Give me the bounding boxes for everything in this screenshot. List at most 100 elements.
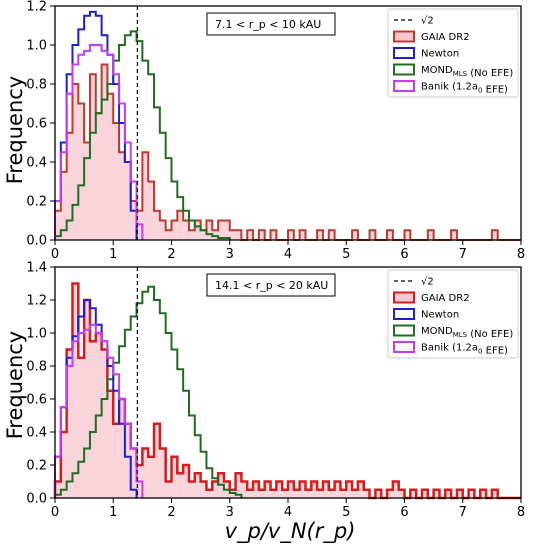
- histogram-bar: [55, 481, 61, 498]
- histogram-bar: [421, 489, 428, 498]
- histogram-bar: [293, 489, 300, 498]
- histogram-bar: [334, 481, 341, 498]
- histogram-bar: [154, 423, 160, 498]
- x-tick-label: 1: [109, 247, 117, 262]
- histogram-bar: [299, 481, 306, 498]
- histogram-bar: [340, 489, 347, 498]
- series-line-mond-mls-no-efe: [54, 30, 231, 240]
- legend-swatch: [393, 47, 415, 59]
- histogram-bar: [305, 489, 312, 498]
- x-tick-label: 3: [226, 505, 234, 520]
- legend-swatch: [393, 308, 415, 320]
- histogram-bar: [183, 220, 189, 240]
- histogram-bar: [241, 481, 248, 498]
- histogram-bar: [445, 489, 452, 498]
- y-tick-label: 0.2: [26, 459, 47, 474]
- histogram-bar: [288, 481, 294, 498]
- histogram-bar: [212, 481, 219, 498]
- histogram-bar: [480, 489, 487, 498]
- legend-swatch: [393, 341, 415, 353]
- histogram-bar: [218, 220, 224, 240]
- histogram-bar: [264, 481, 271, 498]
- histogram-bar: [72, 283, 79, 498]
- histogram-bar: [433, 489, 440, 498]
- histogram-bar: [188, 481, 195, 498]
- histogram-bar: [427, 230, 434, 240]
- y-tick-label: 0.0: [26, 234, 47, 249]
- histogram-bar: [113, 123, 120, 240]
- histogram-bar: [369, 230, 376, 240]
- histogram-bar: [322, 481, 329, 498]
- y-tick-label: 0.6: [26, 117, 47, 132]
- histogram-bar: [159, 448, 166, 498]
- histogram-bar: [72, 84, 79, 240]
- histogram-bar: [66, 132, 73, 240]
- histogram-bar: [142, 448, 149, 498]
- histogram-bar: [60, 432, 67, 498]
- histogram-bar: [317, 489, 323, 498]
- histogram-bar: [119, 399, 125, 498]
- series-line-mond-mls-no-efe: [54, 285, 243, 498]
- histogram-bar: [352, 230, 358, 240]
- y-tick-label: 0.6: [26, 393, 47, 408]
- histogram-bar: [206, 489, 213, 498]
- histogram-bar: [311, 481, 318, 498]
- legend-label: Newton: [421, 49, 459, 60]
- histogram-bar: [159, 220, 166, 240]
- histogram-bar: [282, 489, 288, 498]
- range-annotation-text: 14.1 < r_p < 20 kAU: [215, 279, 328, 292]
- histogram-bar: [223, 220, 230, 240]
- y-axis-label-top: Frequency: [3, 76, 27, 185]
- series-line-banik-1-2a-0-efe: [54, 323, 144, 498]
- y-axis-label-bottom: Frequency: [3, 331, 27, 440]
- legend-swatch: [393, 63, 415, 76]
- range-annotation-text: 7.1 < r_p < 10 kAU: [215, 18, 321, 31]
- histogram-bar: [200, 481, 207, 498]
- histogram-bar: [107, 390, 114, 498]
- histogram-bar: [183, 465, 189, 498]
- histogram-bar: [299, 230, 306, 240]
- y-tick-label: 1.0: [26, 327, 47, 342]
- x-axis-label: v_p/v_N(r_p): [225, 519, 356, 544]
- x-tick-label: 8: [517, 505, 525, 520]
- y-tick-label: 1.4: [26, 261, 47, 276]
- histogram-bar: [177, 210, 184, 240]
- histogram-bar: [84, 142, 90, 240]
- histogram-bar: [387, 230, 393, 240]
- histogram-bar: [456, 489, 463, 498]
- histogram-bar: [124, 162, 131, 240]
- x-tick-label: 0: [51, 247, 59, 262]
- histogram-bar: [130, 201, 137, 240]
- histogram-bar: [468, 489, 475, 498]
- histogram-bar: [276, 481, 283, 498]
- y-tick-label: 0.4: [26, 426, 47, 441]
- histogram-bar: [66, 349, 73, 498]
- y-tick-label: 0.8: [26, 78, 47, 93]
- histogram-bar: [346, 481, 353, 498]
- histogram-bar: [247, 489, 254, 498]
- x-tick-label: 5: [342, 505, 350, 520]
- histogram-bar: [410, 489, 417, 498]
- y-tick-label: 1.2: [26, 294, 47, 309]
- histogram-bar: [357, 481, 364, 498]
- histogram-bar: [165, 230, 172, 240]
- histogram-bar: [171, 456, 178, 498]
- legend-swatch: [393, 30, 415, 43]
- x-tick-label: 2: [167, 505, 175, 520]
- histogram-bar: [55, 210, 61, 240]
- histogram-bar: [154, 210, 160, 240]
- panel-bottom: 0 1 2 3 4 5 6 7 8 0.0 0.2 0.4 0.6 0.8 1.0 1.2 1.4 14.1 < …: [26, 261, 525, 521]
- histogram-bar: [258, 230, 265, 240]
- series-line-banik-1-2a-0-efe: [54, 44, 144, 240]
- legend-swatch: [393, 80, 415, 92]
- x-tick-label: 7: [459, 505, 467, 520]
- legend-box: [387, 8, 519, 98]
- histogram-bar: [398, 489, 405, 498]
- histogram-bar: [258, 489, 265, 498]
- histogram-bar: [270, 489, 277, 498]
- legend-label: Banik (1.2a0 EFE): [421, 343, 508, 357]
- y-tick-label: 0.8: [26, 360, 47, 375]
- legend-label: GAIA DR2: [421, 293, 470, 304]
- histogram-bar: [392, 481, 399, 498]
